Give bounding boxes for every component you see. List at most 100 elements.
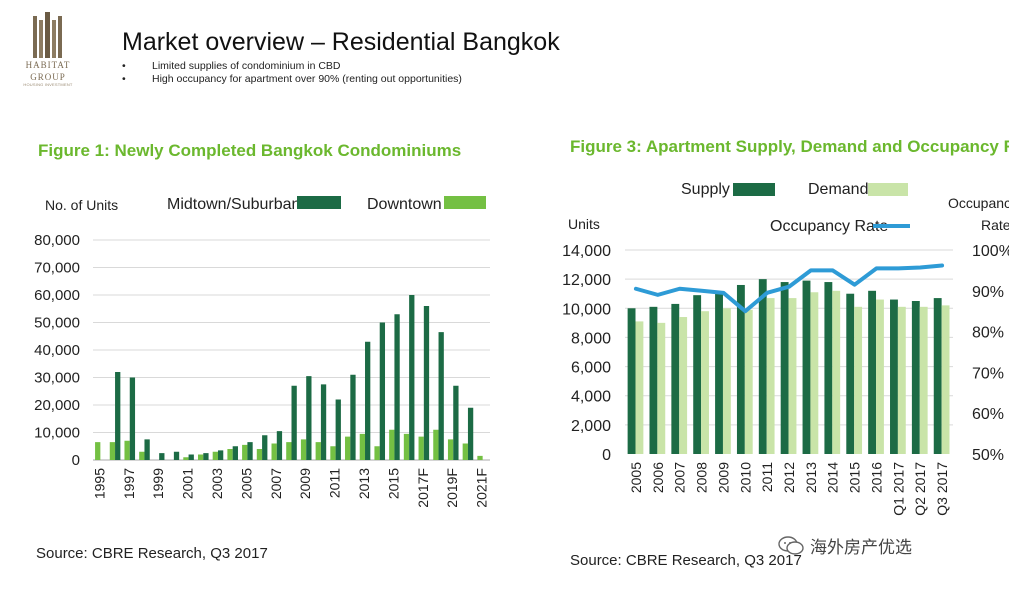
x-tick-label: 2009 xyxy=(715,462,731,493)
x-tick-label: 2001 xyxy=(180,468,196,499)
legend-label-midtown: Midtown/Suburban xyxy=(167,196,300,213)
x-tick-label: 2019F xyxy=(444,468,460,508)
bar-downtown xyxy=(330,446,336,460)
bar-demand xyxy=(657,322,666,454)
bar-downtown xyxy=(359,433,366,460)
x-tick-label: 2013 xyxy=(803,462,819,493)
bar-midtown-suburban xyxy=(144,439,150,460)
bar-downtown xyxy=(462,443,468,460)
bar-midtown-suburban xyxy=(129,377,136,460)
bar-supply xyxy=(868,290,877,454)
bar-downtown xyxy=(403,433,410,460)
bar-demand xyxy=(701,311,709,454)
bar-supply xyxy=(736,284,745,454)
x-tick-label: 2016 xyxy=(868,462,884,493)
y2-tick-label: 80% xyxy=(972,325,1004,342)
bar-supply xyxy=(693,295,702,454)
bar-demand xyxy=(941,305,950,454)
bar-demand xyxy=(788,298,797,454)
y2-tick-label: 70% xyxy=(972,365,1004,382)
x-tick-label: Q2 2017 xyxy=(912,462,928,516)
legend-swatch-downtown xyxy=(444,196,486,209)
y-axis-label: Units xyxy=(568,216,600,232)
y2-tick-label: 100% xyxy=(972,243,1009,260)
bar-midtown-suburban xyxy=(276,431,283,460)
x-tick-label: 2005 xyxy=(238,468,254,499)
bar-downtown xyxy=(374,446,380,460)
logo-tagline: HOUSING INVESTMENT xyxy=(23,82,73,87)
x-tick-label: 2021F xyxy=(474,468,490,508)
bar-supply xyxy=(933,298,942,454)
figure1-source: Source: CBRE Research, Q3 2017 xyxy=(36,545,268,562)
bar-midtown-suburban xyxy=(365,341,371,460)
bullet-item: High occupancy for apartment over 90% (r… xyxy=(122,73,462,86)
bar-downtown xyxy=(95,442,101,460)
bar-supply xyxy=(627,308,636,454)
bar-midtown-suburban xyxy=(320,384,327,460)
y2-tick-label: 90% xyxy=(972,284,1004,301)
bar-midtown-suburban xyxy=(115,372,121,460)
x-tick-label: Q3 2017 xyxy=(934,462,950,516)
x-tick-label: Q1 2017 xyxy=(890,462,906,516)
bar-downtown xyxy=(418,436,424,460)
bar-supply xyxy=(890,299,898,454)
bar-supply xyxy=(802,280,811,454)
bullet-item: Limited supplies of condominium in CBD xyxy=(122,60,462,73)
x-tick-label: 2009 xyxy=(297,468,313,499)
bar-demand xyxy=(766,298,775,454)
x-tick-label: 2006 xyxy=(650,462,666,493)
bar-midtown-suburban xyxy=(409,295,415,460)
legend-swatch-midtown xyxy=(297,196,341,209)
x-tick-label: 2015 xyxy=(385,468,401,499)
bar-midtown-suburban xyxy=(438,332,444,460)
y-tick-label: 60,000 xyxy=(34,287,80,304)
logo-name: HABITAT xyxy=(25,60,71,70)
figure3-chart: 0 2,000 4,000 6,000 8,000 10,000 12,000 14,000 5… xyxy=(562,181,1009,516)
page-title: Market overview – Residential Bangkok xyxy=(122,28,560,56)
y-tick-label: 0 xyxy=(72,452,80,469)
occupancy-rate-line xyxy=(633,263,945,314)
bar-downtown xyxy=(183,457,189,460)
logo-group: GROUP xyxy=(30,72,66,82)
bar-downtown xyxy=(124,440,130,460)
x-tick-label: 1995 xyxy=(91,468,107,499)
y-tick-label: 10,000 xyxy=(34,425,80,442)
y2-tick-label: 50% xyxy=(972,447,1004,464)
wechat-watermark-text: 海外房产优选 xyxy=(810,538,912,557)
bar-downtown xyxy=(389,429,395,460)
y-tick-label: 10,000 xyxy=(562,301,611,318)
bar-downtown xyxy=(345,436,351,460)
y-tick-label: 8,000 xyxy=(571,330,611,347)
bar-demand xyxy=(810,292,819,454)
bar-midtown-suburban xyxy=(262,435,268,460)
bullet-list: Limited supplies of condominium in CBD H… xyxy=(122,60,462,86)
bar-supply xyxy=(824,282,833,454)
bar-midtown-suburban xyxy=(217,450,224,460)
x-tick-label: 2003 xyxy=(209,468,225,499)
x-tick-label: 2005 xyxy=(628,462,644,493)
bar-midtown-suburban xyxy=(379,322,386,460)
bar-supply xyxy=(780,282,789,454)
bar-demand xyxy=(919,306,928,454)
x-tick-label: 2011 xyxy=(327,468,343,498)
bar-demand xyxy=(722,308,731,454)
y2-axis-label: Occupancy xyxy=(948,195,1009,211)
bar-downtown xyxy=(315,442,321,460)
y-tick-label: 50,000 xyxy=(34,315,80,332)
y-tick-label: 30,000 xyxy=(34,370,80,387)
bar-downtown xyxy=(286,442,292,460)
bar-demand xyxy=(876,299,884,454)
y-tick-label: 2,000 xyxy=(571,418,611,435)
bar-midtown-suburban xyxy=(232,446,238,460)
bar-downtown xyxy=(256,449,263,460)
y-tick-label: 70,000 xyxy=(34,260,80,277)
bar-supply xyxy=(715,293,723,454)
bar-midtown-suburban xyxy=(159,453,165,460)
x-tick-label: 2015 xyxy=(847,462,863,493)
bar-midtown-suburban xyxy=(188,454,194,460)
x-tick-label: 1999 xyxy=(150,468,166,499)
x-tick-label: 2007 xyxy=(268,468,284,499)
bar-downtown xyxy=(212,451,218,460)
y-tick-label: 12,000 xyxy=(562,272,611,289)
bar-midtown-suburban xyxy=(306,376,312,460)
